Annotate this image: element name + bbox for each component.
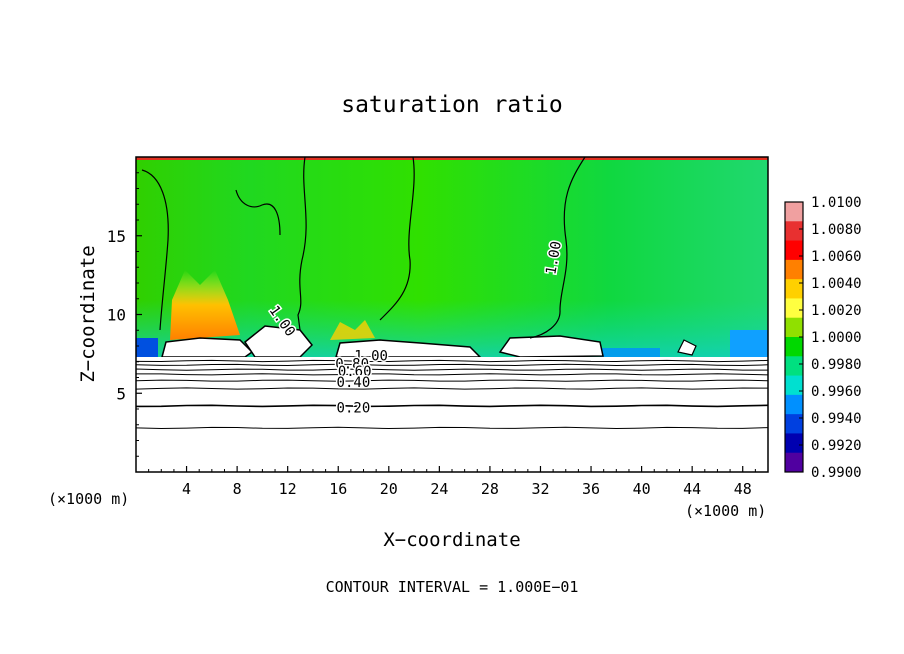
subcloud-contour-line bbox=[136, 404, 768, 408]
x-tick-label: 4 bbox=[182, 480, 191, 498]
subcloud-contour-line bbox=[136, 426, 768, 430]
chart-title: saturation ratio bbox=[341, 92, 563, 118]
x-axis: 4 8 12 16 20 24 28 32 36 40 44 48 bbox=[148, 466, 756, 498]
colorbar-swatch bbox=[785, 356, 803, 377]
x-unit-label-left: (×1000 m) bbox=[48, 490, 129, 508]
cold-edge-left bbox=[136, 338, 158, 357]
colorbar-label: 0.9980 bbox=[811, 357, 862, 373]
contour-line-upper-2 bbox=[379, 157, 415, 321]
contour-line-upper-1 bbox=[297, 157, 307, 331]
x-tick-label: 36 bbox=[582, 480, 600, 498]
colorbar-label: 1.0060 bbox=[811, 249, 862, 265]
colorbar-label: 1.0000 bbox=[811, 330, 862, 346]
contour-line-upper-3 bbox=[529, 157, 586, 339]
colorbar-label: 1.0040 bbox=[811, 276, 862, 292]
contour-label: 1.00 bbox=[354, 348, 388, 364]
cloud-patch-left bbox=[161, 337, 254, 358]
x-axis-label: X−coordinate bbox=[383, 529, 520, 551]
colorbar-label: 1.0020 bbox=[811, 303, 862, 319]
subcloud-contours bbox=[136, 359, 768, 430]
cloud-patch-small bbox=[677, 339, 697, 356]
colorbar-swatch bbox=[785, 452, 803, 473]
x-tick-label: 12 bbox=[279, 480, 297, 498]
x-tick-label: 28 bbox=[481, 480, 499, 498]
colorbar-swatch bbox=[785, 375, 803, 396]
cold-edge-right bbox=[730, 330, 768, 357]
colorbar-swatch bbox=[785, 414, 803, 434]
contour-label: 0.60 bbox=[338, 364, 372, 380]
contour-interval-note: CONTOUR INTERVAL = 1.000E−01 bbox=[326, 578, 579, 596]
x-tick-label: 8 bbox=[233, 480, 242, 498]
contour-label: 0.80 bbox=[335, 356, 369, 372]
x-tick-label: 32 bbox=[531, 480, 549, 498]
contour-line-upper-4 bbox=[141, 169, 169, 331]
y-tick-label: 15 bbox=[107, 227, 126, 246]
colorbar: 1.0100 1.0080 1.0060 1.0040 1.0020 1.0000 0.99… bbox=[784, 195, 862, 481]
colorbar-swatch bbox=[785, 279, 803, 299]
cold-edge-center bbox=[600, 348, 660, 357]
subcloud-contour-line bbox=[136, 363, 768, 367]
contour-label: 0.20 bbox=[337, 400, 371, 416]
subcloud-contour-line bbox=[136, 368, 768, 371]
x-tick-label: 48 bbox=[734, 480, 752, 498]
colorbar-label: 1.0080 bbox=[811, 222, 862, 238]
colorbar-label: 0.9940 bbox=[811, 411, 862, 427]
x-unit-label-right: (×1000 m) bbox=[685, 502, 766, 520]
y-axis: 5 10 15 bbox=[107, 172, 142, 457]
warm-region-left bbox=[170, 270, 240, 340]
contour-label: 0.40 bbox=[337, 375, 371, 391]
x-tick-label: 16 bbox=[329, 480, 347, 498]
subcloud-contour-line bbox=[136, 379, 768, 382]
top-supersaturation-band bbox=[136, 157, 768, 160]
plot-area: 1.000.800.600.400.201.001.00 bbox=[135, 156, 769, 473]
colorbar-swatch bbox=[785, 240, 803, 261]
colorbar-swatch bbox=[785, 202, 803, 222]
subcloud-contour-line bbox=[136, 359, 768, 363]
x-tick-label: 44 bbox=[683, 480, 701, 498]
colorbar-label: 1.0100 bbox=[811, 195, 862, 211]
colorbar-swatch bbox=[785, 433, 803, 454]
y-tick-label: 5 bbox=[116, 384, 126, 403]
subcloud-contour-line bbox=[136, 387, 768, 390]
y-tick-label: 10 bbox=[107, 306, 126, 325]
x-tick-label: 24 bbox=[430, 480, 448, 498]
colorbar-swatch bbox=[785, 394, 803, 415]
colorbar-swatch bbox=[785, 259, 803, 280]
colorbar-swatch bbox=[785, 298, 803, 319]
colorbar-swatch bbox=[785, 221, 803, 242]
subcloud-region bbox=[136, 357, 768, 472]
colorbar-swatch bbox=[785, 317, 803, 338]
x-tick-label: 20 bbox=[380, 480, 398, 498]
colorbar-label: 0.9960 bbox=[811, 384, 862, 400]
x-tick-label: 40 bbox=[633, 480, 651, 498]
subcloud-contour-line bbox=[136, 373, 768, 376]
colorbar-label: 0.9920 bbox=[811, 438, 862, 454]
colorbar-label: 0.9900 bbox=[811, 465, 862, 481]
colorbar-swatch bbox=[785, 337, 803, 357]
contour-line-upper-5 bbox=[235, 189, 281, 236]
y-axis-label: Z−coordinate bbox=[77, 245, 99, 382]
warm-region-mid bbox=[330, 320, 375, 340]
